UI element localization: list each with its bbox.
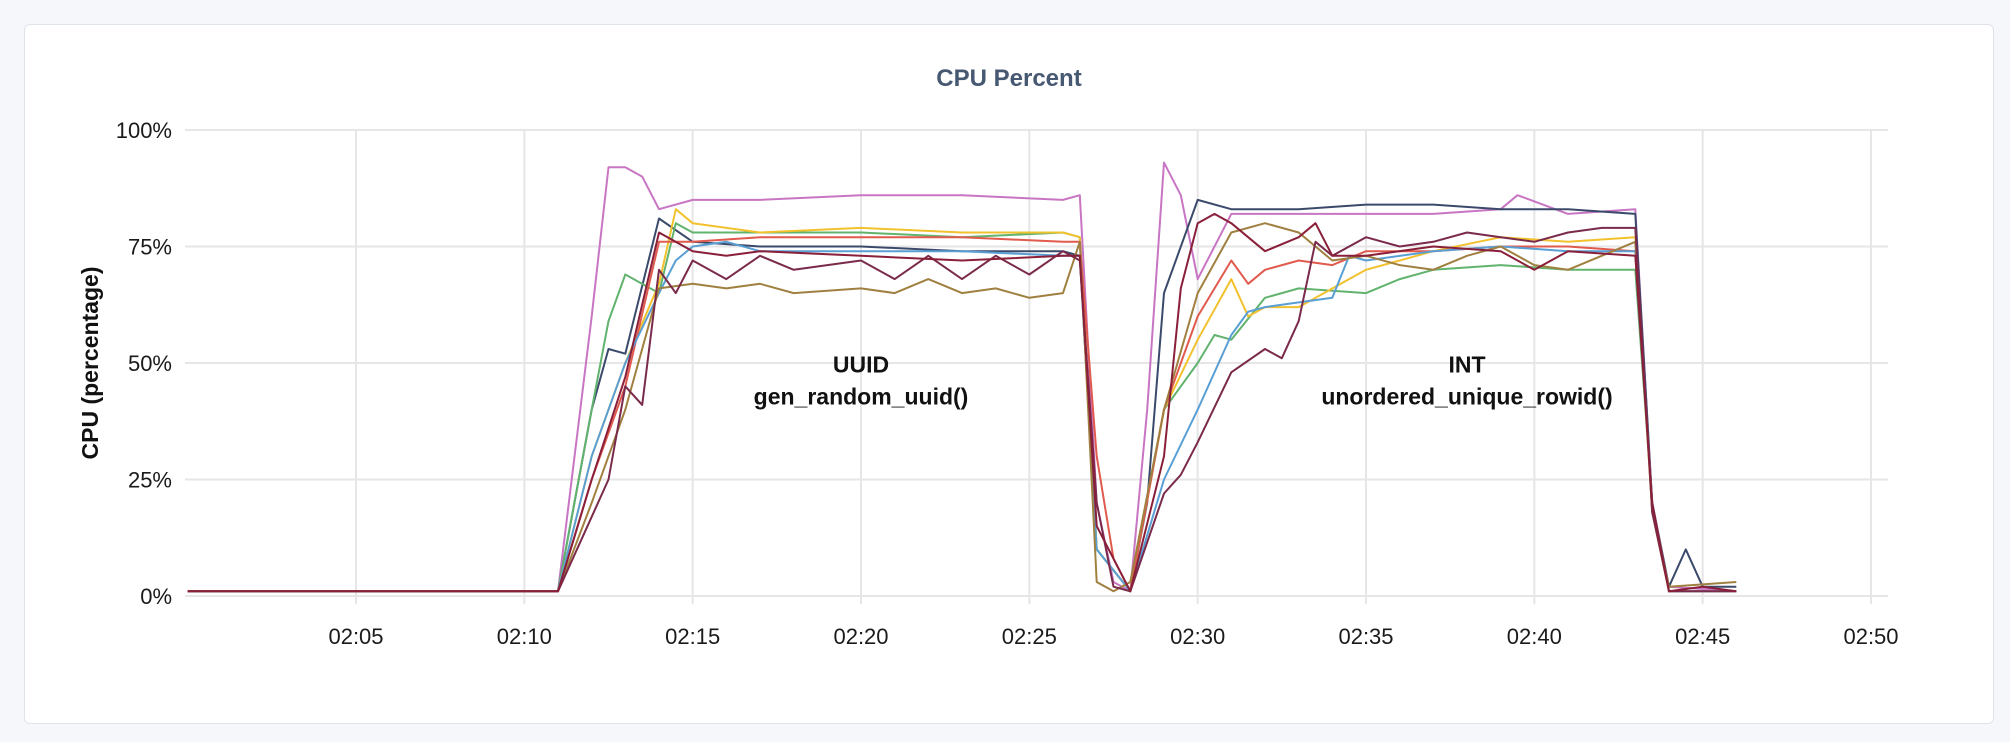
- annotation-text: INT: [1448, 351, 1485, 377]
- x-tick-label: 02:35: [1338, 624, 1393, 649]
- annotation-text: UUID: [833, 351, 889, 377]
- grid: [185, 129, 1888, 604]
- series-line-5: [187, 236, 1737, 593]
- series-line-6: [187, 240, 1737, 593]
- x-tick-label: 02:20: [833, 624, 888, 649]
- annotations: UUID gen_random_uuid() INT unordered_unique…: [754, 351, 1613, 409]
- chart-title: CPU Percent: [936, 65, 1082, 92]
- chart-panel: CPU Percent: [24, 24, 1994, 724]
- x-tick-labels: 02:05 02:10 02:15 02:20 02:25 02:30 02:35 02:40…: [328, 624, 1898, 649]
- x-tick-label: 02:45: [1675, 624, 1730, 649]
- series-line-9: [187, 212, 1737, 593]
- annotation-text: gen_random_uuid(): [754, 383, 969, 409]
- series-line-7: [187, 222, 1737, 593]
- y-tick-label: 100%: [116, 118, 172, 143]
- x-tick-label: 02:10: [497, 624, 552, 649]
- x-tick-label: 02:05: [328, 624, 383, 649]
- x-tick-label: 02:40: [1507, 624, 1562, 649]
- y-tick-labels: 0% 25% 50% 75% 100%: [116, 118, 172, 609]
- y-tick-label: 0%: [140, 584, 172, 609]
- x-tick-label: 02:30: [1170, 624, 1225, 649]
- x-tick-label: 02:50: [1843, 624, 1898, 649]
- series-lines: [187, 161, 1737, 593]
- y-tick-label: 25%: [128, 468, 172, 493]
- x-tick-label: 02:15: [665, 624, 720, 649]
- series-line-1: [187, 161, 1737, 593]
- y-tick-label: 50%: [128, 351, 172, 376]
- series-line-8: [187, 226, 1737, 593]
- x-tick-label: 02:25: [1002, 624, 1057, 649]
- y-tick-label: 75%: [128, 235, 172, 260]
- y-axis-title: CPU (percentage): [77, 267, 103, 460]
- annotation-text: unordered_unique_rowid(): [1321, 383, 1612, 409]
